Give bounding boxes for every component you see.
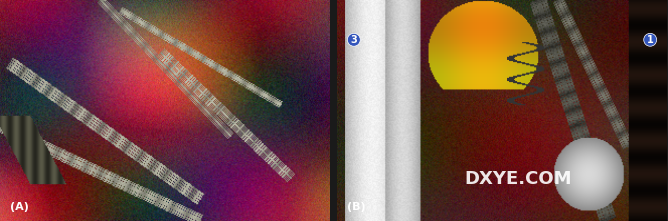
Text: (A): (A) xyxy=(10,202,29,212)
Text: (B): (B) xyxy=(347,202,366,212)
Text: 3: 3 xyxy=(351,35,357,45)
Text: DXYE.COM: DXYE.COM xyxy=(465,170,572,188)
Text: 1: 1 xyxy=(647,35,653,45)
